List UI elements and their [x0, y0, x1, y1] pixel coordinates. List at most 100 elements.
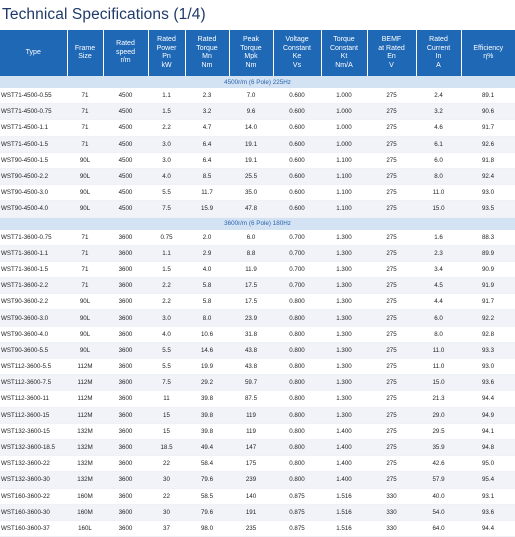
table-cell: 3600 — [103, 423, 148, 439]
type-cell: WST112-3600-15 — [0, 407, 67, 423]
table-cell: 35.9 — [416, 439, 461, 455]
table-cell: 5.5 — [148, 185, 185, 201]
table-cell: 4500 — [103, 201, 148, 217]
group-band: 3600r/m (6 Pole) 180Hz — [0, 217, 515, 230]
table-cell: 8.0 — [416, 326, 461, 342]
table-cell: 3.0 — [148, 310, 185, 326]
page-title: Technical Specifications (1/4) — [0, 0, 515, 30]
table-cell: 29.5 — [416, 423, 461, 439]
table-cell: 7.5 — [148, 201, 185, 217]
table-cell: 3.2 — [416, 104, 461, 120]
column-header-line: In — [417, 53, 461, 62]
table-cell: 0.800 — [273, 456, 321, 472]
table-cell: 22 — [148, 488, 185, 504]
table-cell: 1.516 — [321, 520, 367, 536]
column-header-line: Rated — [186, 36, 229, 45]
table-cell: 0.75 — [148, 230, 185, 246]
table-cell: 8.5 — [185, 168, 229, 184]
table-cell: 4.4 — [416, 294, 461, 310]
table-cell: 0.600 — [273, 152, 321, 168]
table-cell: 6.4 — [185, 136, 229, 152]
column-header: Type — [0, 30, 67, 76]
type-cell: WST71-4500-1.1 — [0, 120, 67, 136]
table-cell: 90L — [67, 342, 103, 358]
table-cell: 2.3 — [416, 245, 461, 261]
column-header-line: Nm — [230, 62, 273, 71]
table-cell: 4.0 — [148, 326, 185, 342]
table-cell: 39.8 — [185, 407, 229, 423]
table-cell: 275 — [367, 168, 416, 184]
table-cell: 112M — [67, 359, 103, 375]
table-cell: 8.0 — [185, 310, 229, 326]
table-cell: 94.4 — [461, 520, 515, 536]
type-cell: WST71-3600-0.75 — [0, 230, 67, 246]
table-cell: 30 — [148, 504, 185, 520]
column-header-line: Constant — [274, 45, 321, 54]
column-header-line: Mn — [186, 53, 229, 62]
table-cell: 57.9 — [416, 472, 461, 488]
table-cell: 40.0 — [416, 488, 461, 504]
table-cell: 35.0 — [229, 185, 273, 201]
table-cell: 0.800 — [273, 407, 321, 423]
type-cell: WST90-4500-4.0 — [0, 201, 67, 217]
table-cell: 4.0 — [185, 261, 229, 277]
table-cell: 275 — [367, 120, 416, 136]
table-cell: 0.800 — [273, 423, 321, 439]
table-cell: 2.3 — [185, 88, 229, 104]
table-cell: 92.8 — [461, 326, 515, 342]
type-cell: WST132-3600-15 — [0, 423, 67, 439]
table-cell: 3600 — [103, 294, 148, 310]
type-cell: WST112-3600-11 — [0, 391, 67, 407]
type-cell: WST132-3600-30 — [0, 472, 67, 488]
table-cell: 0.800 — [273, 342, 321, 358]
table-cell: 79.6 — [185, 472, 229, 488]
table-cell: 17.5 — [229, 294, 273, 310]
table-cell: 0.700 — [273, 278, 321, 294]
table-cell: 0.600 — [273, 201, 321, 217]
type-cell: WST90-3600-5.5 — [0, 342, 67, 358]
table-cell: 275 — [367, 423, 416, 439]
column-header-line: Frame — [68, 45, 103, 54]
table-cell: 71 — [67, 278, 103, 294]
table-cell: 1.300 — [321, 326, 367, 342]
table-cell: 11.7 — [185, 185, 229, 201]
table-cell: 4500 — [103, 136, 148, 152]
table-cell: 140 — [229, 488, 273, 504]
table-cell: 29.0 — [416, 407, 461, 423]
table-cell: 90L — [67, 201, 103, 217]
table-cell: 0.800 — [273, 326, 321, 342]
table-cell: 92.4 — [461, 168, 515, 184]
table-cell: 4.6 — [416, 120, 461, 136]
type-cell: WST132-3600-22 — [0, 456, 67, 472]
table-cell: 0.875 — [273, 520, 321, 536]
table-cell: 14.0 — [229, 120, 273, 136]
table-cell: 0.800 — [273, 310, 321, 326]
table-cell: 1.516 — [321, 488, 367, 504]
table-cell: 90L — [67, 310, 103, 326]
table-cell: 1.300 — [321, 375, 367, 391]
table-cell: 160M — [67, 488, 103, 504]
table-cell: 5.5 — [148, 342, 185, 358]
table-cell: 132M — [67, 472, 103, 488]
table-cell: 87.5 — [229, 391, 273, 407]
table-cell: 93.0 — [461, 185, 515, 201]
column-header-line: kW — [149, 62, 185, 71]
table-cell: 3600 — [103, 310, 148, 326]
table-cell: 90L — [67, 168, 103, 184]
table-cell: 1.100 — [321, 185, 367, 201]
column-header-line: Ke — [274, 53, 321, 62]
table-cell: 6.1 — [416, 136, 461, 152]
table-cell: 275 — [367, 230, 416, 246]
column-header-line: η% — [462, 53, 515, 62]
table-cell: 3600 — [103, 472, 148, 488]
column-header-line: Rated — [417, 36, 461, 45]
type-cell: WST160-3600-37 — [0, 520, 67, 536]
